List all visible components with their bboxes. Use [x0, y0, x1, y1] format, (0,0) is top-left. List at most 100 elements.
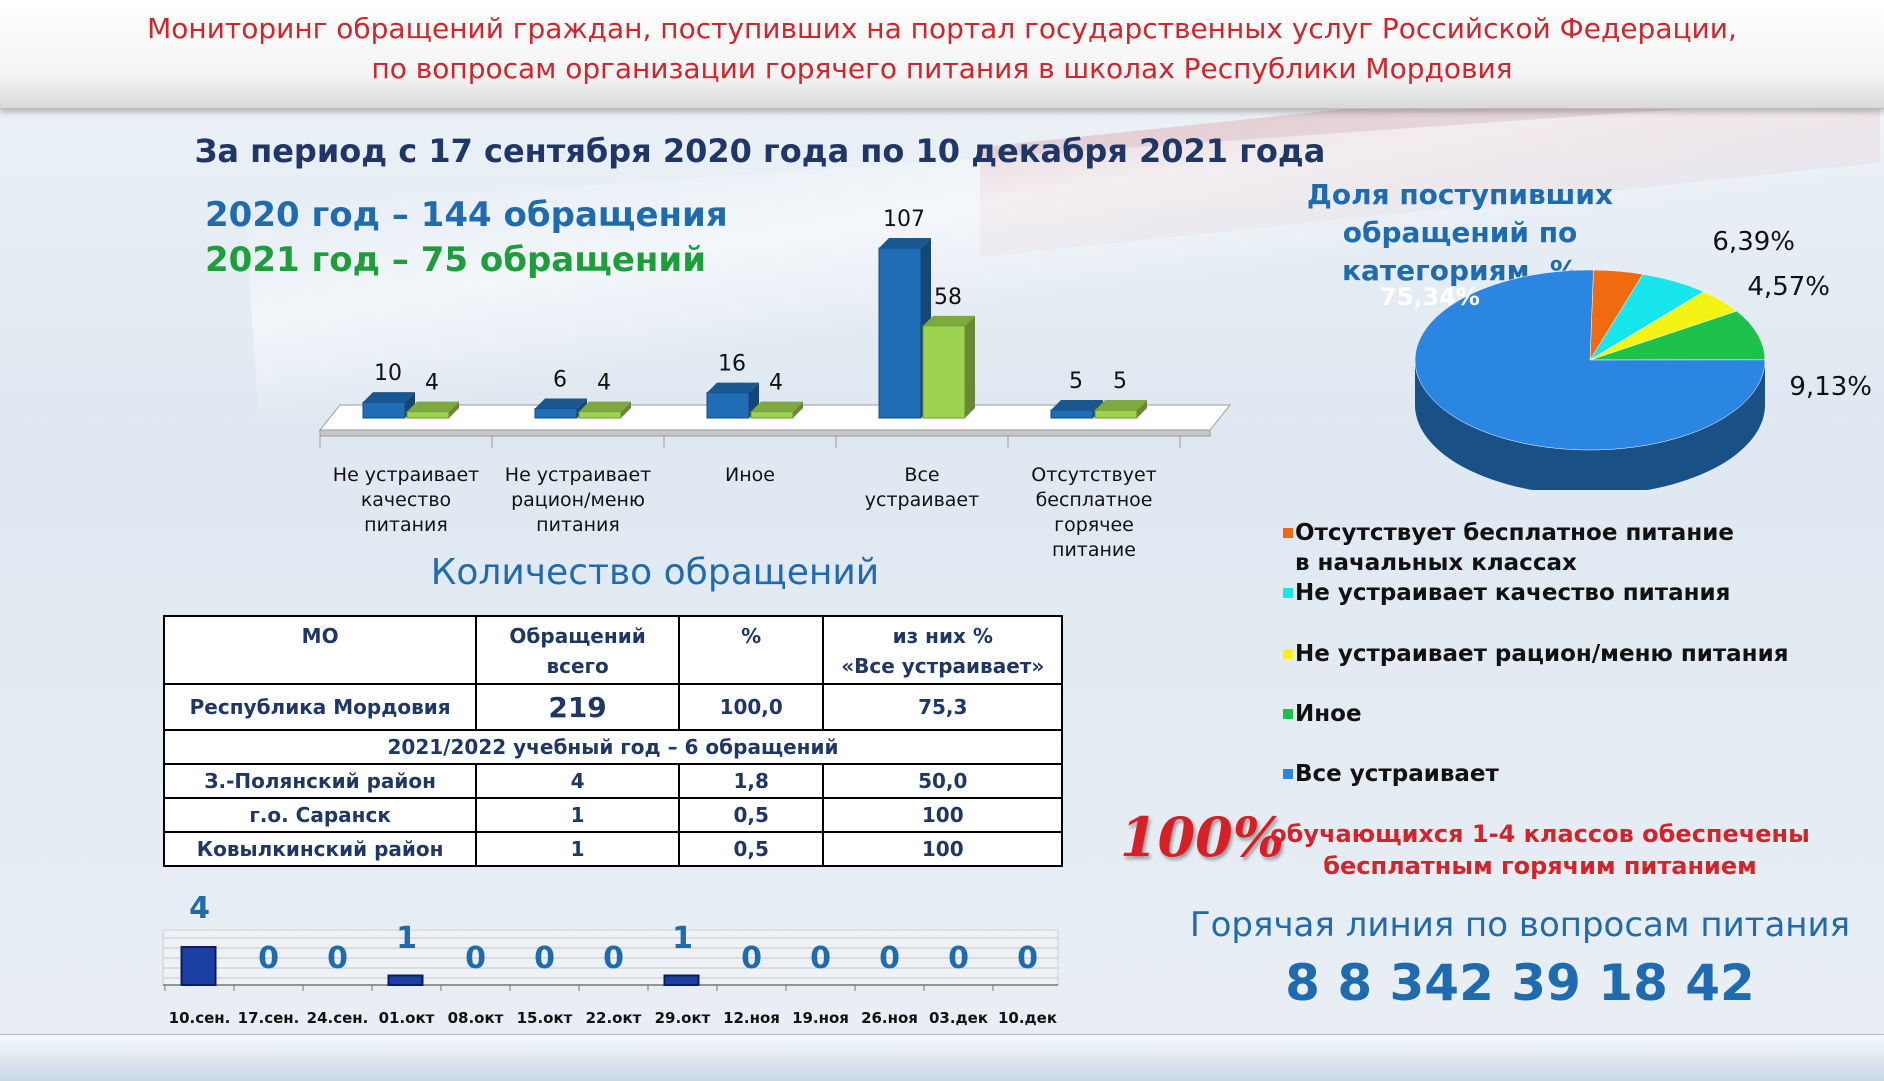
legend-swatch-yellow [1283, 649, 1293, 659]
legend-swatch-cyan [1283, 588, 1293, 598]
legend-item-all-ok: Все устраивает [1283, 759, 1499, 789]
cell-percent: 100,0 [677, 683, 825, 731]
table-row: Ковылкинский район 1 0,5 100 [162, 831, 1063, 867]
legend-item-no-free-meal: Отсутствует бесплатное питание в начальн… [1283, 518, 1734, 578]
timeline-date-label: 03.дек [929, 1009, 988, 1027]
timeline-value-label: 1 [672, 921, 693, 956]
cell-all-ok: 50,0 [822, 763, 1063, 799]
cell-district: Ковылкинский район [162, 831, 478, 867]
timeline-value-label: 0 [879, 941, 900, 976]
timeline-date-label: 29.окт [655, 1009, 711, 1027]
timeline-value-label: 1 [396, 921, 417, 956]
coverage-line2: бесплатным горячим питанием [1323, 852, 1757, 880]
bar-2021 [750, 401, 803, 419]
bar-2020 [534, 398, 587, 419]
pie-slice-label: 9,13% [1789, 372, 1872, 402]
category-label-line: Иное [725, 464, 775, 486]
pie-slice-label: 75,34% [1380, 283, 1480, 311]
pie-slice-label: 4,57% [1747, 272, 1830, 302]
legend-label: Все устраивает [1295, 761, 1499, 787]
footer-bar [0, 1034, 1884, 1081]
category-label-line: бесплатное [1035, 489, 1153, 511]
category-label-line: качество [360, 489, 452, 511]
timeline-value-label: 0 [948, 941, 969, 976]
timeline-value-label: 4 [189, 891, 210, 926]
bar-value-label: 4 [769, 371, 783, 396]
category-label: Не устраивает качество питания [326, 463, 486, 538]
category-label-line: Все [904, 464, 940, 486]
timeline-bar [387, 974, 424, 986]
timeline-bar [663, 974, 700, 986]
category-label-line: питание [1052, 539, 1136, 561]
bar-value-label: 5 [1069, 369, 1083, 394]
category-label-line: питания [364, 514, 448, 536]
timeline-value-label: 0 [258, 941, 279, 976]
pie-slice-label: 6,39% [1712, 230, 1795, 257]
bar-value-label: 5 [1113, 369, 1127, 394]
hotline-number[interactable]: 8 8 342 39 18 42 [1285, 954, 1755, 1012]
legend-label-line2: в начальных классах [1295, 550, 1577, 576]
timeline-value-label: 0 [741, 941, 762, 976]
timeline-value-label: 0 [327, 941, 348, 976]
timeline-date-label: 17.сен. [238, 1009, 300, 1027]
legend-swatch-blue [1283, 769, 1293, 779]
timeline-value-label: 0 [1017, 941, 1038, 976]
bar-value-label: 16 [718, 352, 746, 377]
category-label-line: горячее [1054, 514, 1134, 536]
category-label-line: Не устраивает [504, 464, 652, 486]
cell-district: З.-Полянский район [162, 763, 478, 799]
pie-slice-side [1415, 360, 1765, 490]
legend-label: Не устраивает рацион/меню питания [1295, 641, 1789, 667]
coverage-text: обучающихся 1-4 классов обеспечены беспл… [1245, 818, 1835, 882]
period-title: За период с 17 сентября 2020 года по 10 … [194, 132, 1326, 170]
timeline-bar [180, 946, 217, 986]
cell-all-ok: 75,3 [822, 683, 1063, 731]
table-row-total: Республика Мордовия 219 100,0 75,3 [162, 683, 1063, 731]
coverage-percent: 100% [1120, 805, 1285, 869]
appeals-table: МО Обращений всего % из них % «Все устра… [162, 615, 1063, 867]
header-mo: МО [162, 615, 478, 685]
category-label-line: рацион/меню [511, 489, 645, 511]
pie-slice [1589, 310, 1766, 361]
cell-region: Республика Мордовия [162, 683, 478, 731]
category-label-line: устраивает [864, 489, 980, 511]
hotline-label: Горячая линия по вопросам питания [1189, 905, 1851, 945]
bar-value-label: 58 [934, 285, 962, 310]
timeline-date-label: 12.ноя [723, 1009, 780, 1027]
cell-count: 1 [475, 831, 680, 867]
category-label-line: питания [536, 514, 620, 536]
header-all-ok: из них % «Все устраивает» [822, 615, 1063, 685]
total-2021: 2021 год – 75 обращений [205, 240, 707, 280]
weekly-timeline-chart: 4 10.сен. 0 17.сен. 0 24.сен. 1 01.окт 0 08.окт 0 1… [162, 891, 1059, 1027]
legend-item-other: Иное [1283, 699, 1362, 729]
timeline-date-label: 10.сен. [169, 1009, 231, 1027]
legend-item-quality: Не устраивает качество питания [1283, 578, 1731, 608]
timeline-date-label: 22.окт [586, 1009, 642, 1027]
bar-value-label: 10 [374, 361, 402, 386]
table-row: З.-Полянский район 4 1,8 50,0 [162, 763, 1063, 799]
category-label: Иное [670, 463, 830, 488]
legend-label: Не устраивает качество питания [1295, 580, 1731, 606]
legend-label-line1: Отсутствует бесплатное питание [1295, 520, 1734, 546]
timeline-value-label: 0 [465, 941, 486, 976]
timeline-date-label: 19.ноя [792, 1009, 849, 1027]
cell-count: 1 [475, 797, 680, 833]
bar-2021 [922, 315, 975, 419]
timeline-value-label: 0 [810, 941, 831, 976]
category-bar-chart: 10 6 16 107 5 4 4 4 58 5 [318, 207, 1232, 448]
category-label: Не устраивает рацион/меню питания [498, 463, 658, 538]
timeline-date-label: 15.окт [517, 1009, 573, 1027]
category-label-line: Не устраивает [332, 464, 480, 486]
bar-value-label: 6 [553, 367, 567, 392]
cell-percent: 1,8 [677, 763, 825, 799]
legend-swatch-green [1283, 709, 1293, 719]
category-label: Отсутствует бесплатное горячее питание [1014, 463, 1174, 563]
bar-2021 [1094, 400, 1147, 419]
bar-value-label: 107 [883, 207, 925, 232]
cell-all-ok: 100 [822, 797, 1063, 833]
cell-total: 219 [475, 683, 680, 731]
bar-value-label: 4 [425, 371, 439, 396]
table-section-row: 2021/2022 учебный год – 6 обращений [163, 729, 1063, 765]
header-banner: Мониторинг обращений граждан, поступивши… [0, 0, 1884, 109]
bar-2021 [406, 401, 459, 419]
